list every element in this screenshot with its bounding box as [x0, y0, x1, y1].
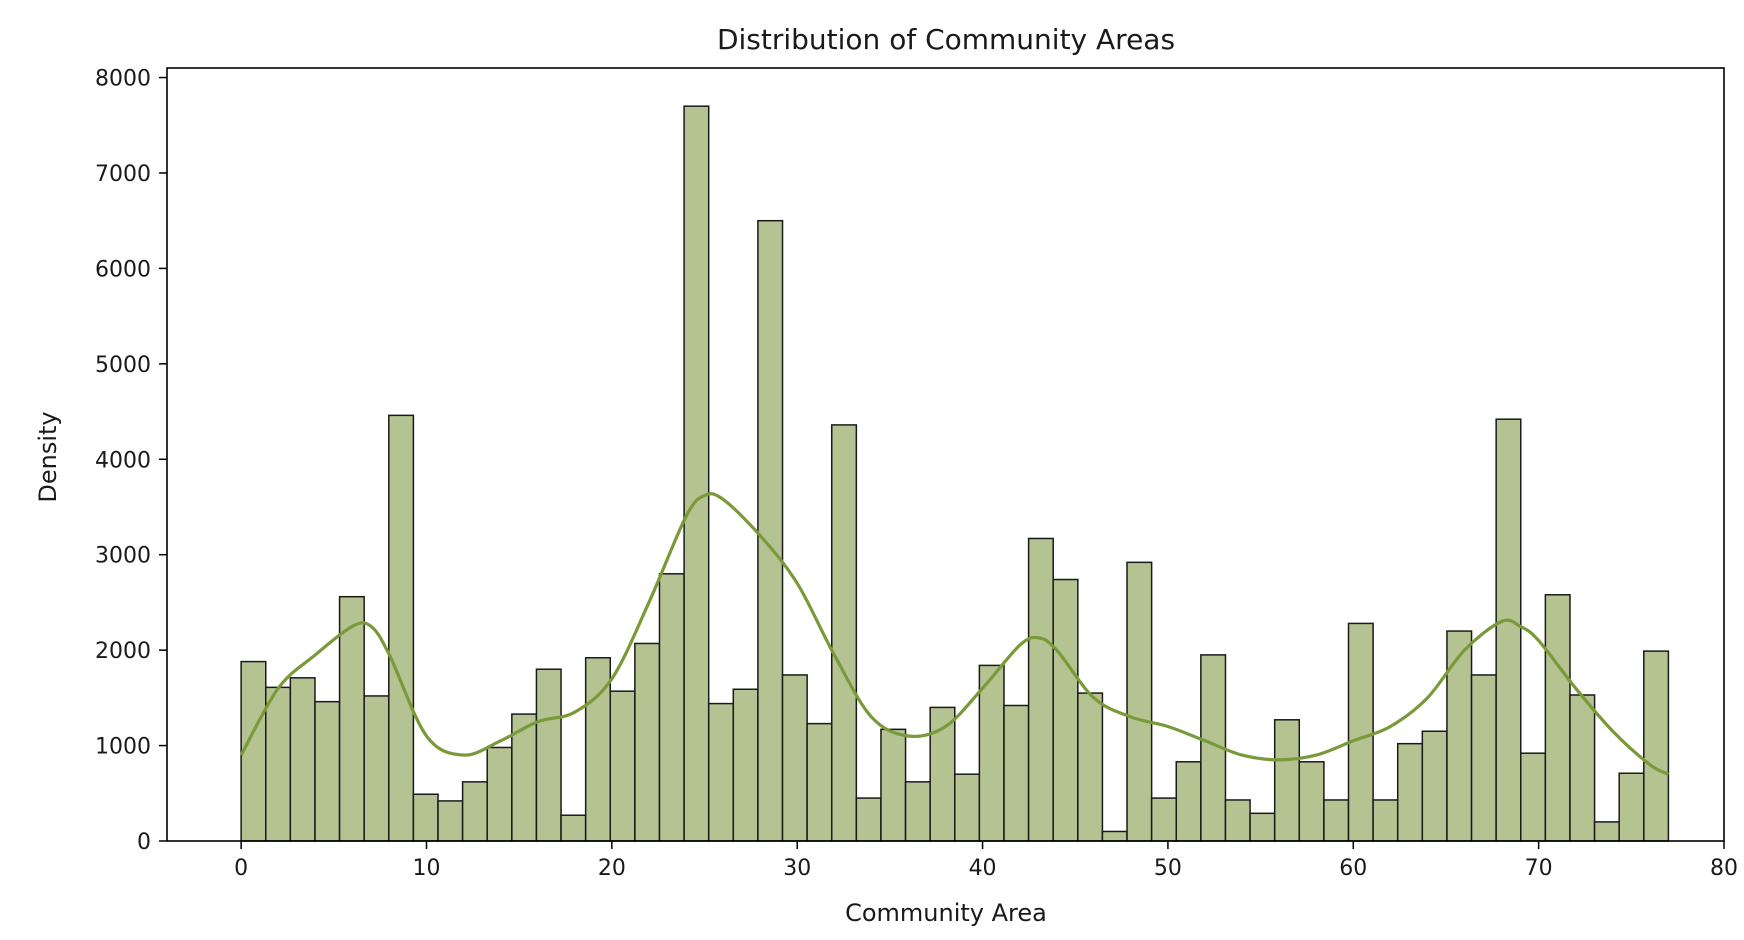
histogram-bar	[461, 781, 488, 842]
histogram-bar	[535, 668, 562, 842]
histogram-bar	[314, 700, 341, 842]
histogram-bar	[338, 595, 365, 842]
y-tick-label: 8000	[95, 67, 151, 92]
histogram-bar	[1175, 761, 1202, 842]
histogram-bar	[560, 814, 587, 842]
x-tick-label: 50	[1154, 856, 1182, 881]
y-tick-label: 5000	[95, 353, 151, 378]
histogram-bar	[265, 686, 292, 842]
histogram-bar	[1027, 537, 1054, 842]
x-tick-label: 70	[1525, 856, 1553, 881]
histogram-bar	[412, 793, 439, 842]
plot-frame	[166, 67, 1725, 842]
histogram-bar	[1396, 742, 1424, 842]
histogram-bar	[388, 414, 415, 842]
histogram-bar	[1273, 719, 1301, 842]
y-tick-label: 4000	[95, 448, 151, 473]
y-tick-label: 1000	[95, 735, 151, 760]
histogram-bar	[486, 746, 513, 842]
histogram-bar	[1372, 799, 1399, 842]
histogram-bar	[1569, 694, 1596, 842]
histogram-bar	[707, 702, 735, 842]
histogram-bar	[954, 773, 981, 842]
x-tick-label: 80	[1710, 856, 1738, 881]
histogram-bar	[1495, 418, 1522, 842]
histogram-bar	[1101, 830, 1128, 842]
histogram-bar	[1298, 761, 1325, 842]
histogram-bar	[240, 660, 267, 842]
y-tick-label: 6000	[95, 257, 151, 282]
histogram-bar	[880, 728, 907, 842]
histogram-bar	[437, 800, 464, 842]
x-axis: 0 10 20 30 40 50 60 70 80	[234, 841, 1738, 881]
histogram-bar	[732, 688, 759, 842]
histogram-bar	[1446, 630, 1473, 842]
x-tick-label: 60	[1339, 856, 1367, 881]
kde-curve	[239, 492, 1670, 776]
histogram-bar	[363, 695, 390, 842]
y-tick-label: 3000	[95, 544, 151, 569]
x-tick-label: 30	[783, 856, 811, 881]
y-axis: 0 1000 2000 3000 4000 5000 6000 7000 8000	[95, 67, 167, 855]
histogram-bar	[855, 797, 882, 842]
histogram-bar	[683, 105, 710, 842]
histogram-bar	[658, 573, 685, 842]
x-tick-label: 40	[969, 856, 997, 881]
histogram-bar	[1347, 622, 1374, 842]
histogram-bar	[806, 722, 833, 842]
histogram-bar	[904, 781, 931, 842]
x-tick-label: 0	[234, 856, 248, 881]
histogram-bar	[1150, 797, 1178, 842]
histogram-bar	[830, 424, 858, 842]
histogram-bar	[1470, 674, 1497, 842]
histogram-bar	[1421, 730, 1448, 842]
histogram-bar	[781, 674, 808, 842]
histogram-bar	[1618, 772, 1645, 842]
histogram-bar	[1077, 692, 1104, 842]
histogram-bar	[1224, 799, 1251, 842]
y-axis-label: Density	[34, 411, 62, 502]
histogram-bar	[1643, 650, 1670, 842]
y-tick-label: 2000	[95, 639, 151, 664]
bars-layer	[240, 105, 1670, 842]
histogram-bar	[978, 664, 1005, 842]
y-tick-label: 0	[137, 830, 151, 855]
histogram-bar	[289, 677, 316, 842]
x-tick-label: 10	[413, 856, 441, 881]
chart-title: Distribution of Community Areas	[717, 23, 1175, 56]
histogram-bar	[1544, 594, 1571, 842]
histogram-bar	[1323, 799, 1350, 842]
histogram-bar	[634, 642, 661, 842]
histogram-bar	[1593, 821, 1620, 842]
histogram-bar	[1052, 578, 1079, 842]
histogram-bar	[609, 690, 636, 842]
histogram-bar	[1003, 704, 1030, 842]
kde-layer	[239, 492, 1670, 776]
x-axis-label: Community Area	[845, 899, 1047, 927]
y-tick-label: 7000	[95, 162, 151, 187]
x-tick-label: 20	[598, 856, 626, 881]
histogram-bar	[1126, 561, 1153, 842]
histogram-bar	[757, 219, 784, 842]
histogram-bar	[1520, 752, 1547, 842]
histogram-bar	[1249, 812, 1276, 842]
